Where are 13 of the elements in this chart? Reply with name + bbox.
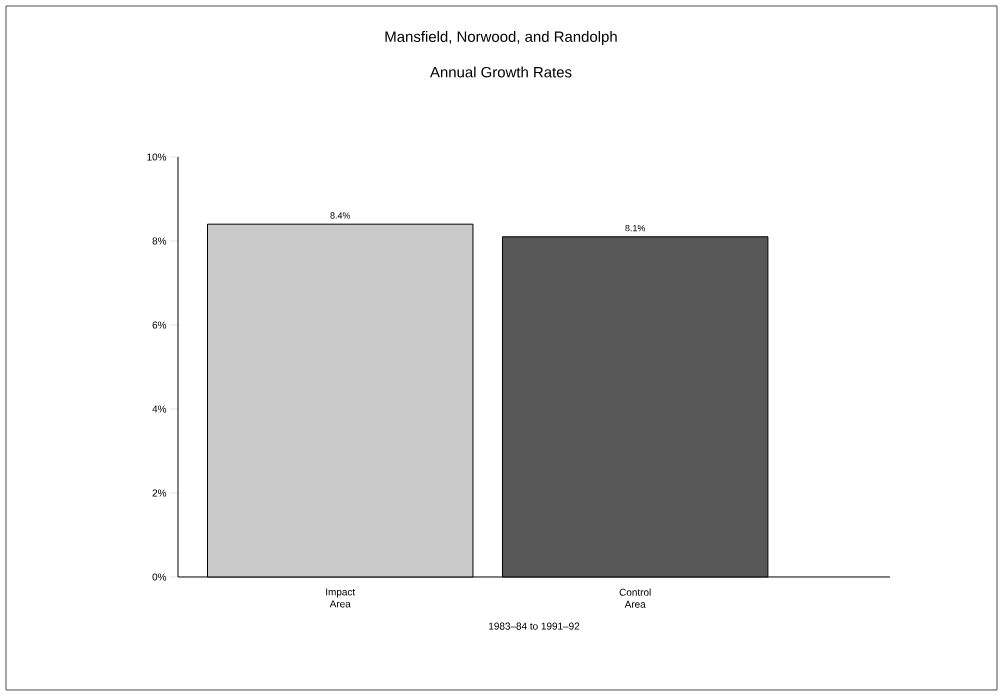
data-label: 8.4%: [330, 212, 351, 219]
y-tick-label: 10%: [147, 153, 167, 161]
y-tick-label: 2%: [152, 489, 167, 497]
data-label: 8.1%: [625, 224, 646, 232]
x-tick-label: Impact Area: [326, 588, 356, 608]
y-tick-label: 8%: [152, 237, 167, 245]
y-tick-label: 4%: [152, 405, 167, 413]
chart-subtitle: Annual Growth Rates: [430, 66, 572, 78]
y-tick-label: 6%: [152, 321, 167, 329]
x-tick-label: Control Area: [619, 588, 651, 608]
y-tick-label: 0%: [152, 573, 167, 581]
chart-title: Mansfield, Norwood, and Randolph: [385, 31, 617, 45]
x-axis-title: 1983–84 to 1991–92: [489, 622, 580, 630]
